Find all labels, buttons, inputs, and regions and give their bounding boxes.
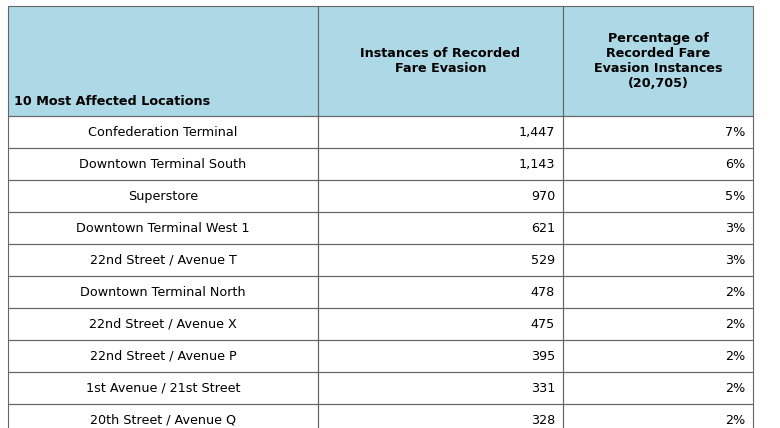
Text: 22nd Street / Avenue T: 22nd Street / Avenue T xyxy=(90,253,236,267)
Bar xyxy=(563,6,753,116)
Text: 2%: 2% xyxy=(725,350,745,363)
Text: 10 Most Affected Locations: 10 Most Affected Locations xyxy=(14,95,210,108)
Text: 328: 328 xyxy=(530,413,555,426)
Text: Downtown Terminal North: Downtown Terminal North xyxy=(80,285,246,298)
Bar xyxy=(8,180,318,212)
Bar xyxy=(563,276,753,308)
Text: 6%: 6% xyxy=(725,158,745,170)
Text: 478: 478 xyxy=(530,285,555,298)
Text: 1st Avenue / 21st Street: 1st Avenue / 21st Street xyxy=(86,381,240,395)
Bar xyxy=(318,340,563,372)
Bar xyxy=(563,372,753,404)
Text: 395: 395 xyxy=(530,350,555,363)
Text: 22nd Street / Avenue X: 22nd Street / Avenue X xyxy=(89,318,237,330)
Bar xyxy=(8,6,318,116)
Bar xyxy=(318,404,563,428)
Text: Downtown Terminal West 1: Downtown Terminal West 1 xyxy=(76,222,250,235)
Text: Downtown Terminal South: Downtown Terminal South xyxy=(80,158,246,170)
Bar xyxy=(318,212,563,244)
Text: 3%: 3% xyxy=(725,253,745,267)
Bar xyxy=(8,116,753,148)
Text: 331: 331 xyxy=(530,381,555,395)
Bar xyxy=(8,180,753,212)
Text: 621: 621 xyxy=(531,222,555,235)
Bar xyxy=(8,276,753,308)
Text: 1,447: 1,447 xyxy=(519,125,555,139)
Text: Percentage of
Recorded Fare
Evasion Instances
(20,705): Percentage of Recorded Fare Evasion Inst… xyxy=(594,32,722,90)
Text: 7%: 7% xyxy=(725,125,745,139)
Bar xyxy=(563,212,753,244)
Text: 2%: 2% xyxy=(725,381,745,395)
Bar xyxy=(8,340,753,372)
Bar xyxy=(563,116,753,148)
Text: 2%: 2% xyxy=(725,318,745,330)
Bar xyxy=(318,372,563,404)
Bar xyxy=(318,308,563,340)
Text: Instances of Recorded
Fare Evasion: Instances of Recorded Fare Evasion xyxy=(360,47,520,75)
Bar xyxy=(8,372,318,404)
Bar xyxy=(8,148,318,180)
Text: 5%: 5% xyxy=(725,190,745,202)
Text: Confederation Terminal: Confederation Terminal xyxy=(88,125,238,139)
Bar xyxy=(563,180,753,212)
Bar xyxy=(8,116,318,148)
Text: 529: 529 xyxy=(531,253,555,267)
Bar xyxy=(8,404,753,428)
Bar xyxy=(563,244,753,276)
Bar xyxy=(8,212,318,244)
Text: Superstore: Superstore xyxy=(128,190,198,202)
Bar xyxy=(8,6,753,116)
Bar xyxy=(563,404,753,428)
Bar xyxy=(8,340,318,372)
Text: 1,143: 1,143 xyxy=(519,158,555,170)
Text: 475: 475 xyxy=(530,318,555,330)
Bar xyxy=(318,276,563,308)
Bar xyxy=(318,116,563,148)
Bar xyxy=(8,244,753,276)
Text: 20th Street / Avenue Q: 20th Street / Avenue Q xyxy=(90,413,236,426)
Bar xyxy=(8,372,753,404)
Text: 3%: 3% xyxy=(725,222,745,235)
Bar xyxy=(8,276,318,308)
Bar xyxy=(8,148,753,180)
Bar xyxy=(8,212,753,244)
Text: 970: 970 xyxy=(530,190,555,202)
Bar xyxy=(8,308,753,340)
Bar xyxy=(8,244,318,276)
Bar xyxy=(8,404,318,428)
Bar xyxy=(8,308,318,340)
Bar xyxy=(318,244,563,276)
Bar xyxy=(563,340,753,372)
Bar xyxy=(318,180,563,212)
Bar xyxy=(318,148,563,180)
Text: 2%: 2% xyxy=(725,413,745,426)
Text: 22nd Street / Avenue P: 22nd Street / Avenue P xyxy=(90,350,236,363)
Text: 2%: 2% xyxy=(725,285,745,298)
Bar xyxy=(563,308,753,340)
Bar xyxy=(318,6,563,116)
Bar xyxy=(563,148,753,180)
